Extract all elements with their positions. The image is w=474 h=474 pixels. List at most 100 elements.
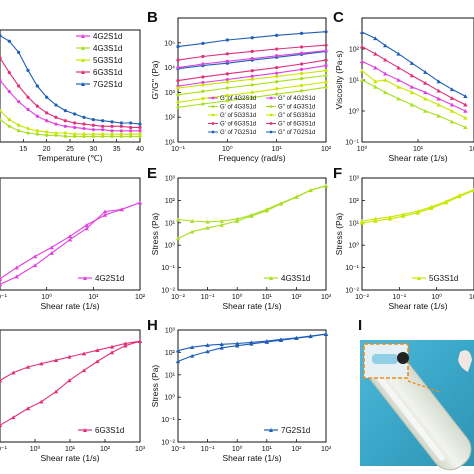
data-point [138,132,142,136]
data-point [129,125,133,130]
data-point [175,348,181,353]
data-point [463,125,468,130]
data-point [26,131,30,135]
panel-c-ylabel: Viscosity (Pa·s) [334,50,344,109]
legend-label: G'' of 5G3S1d [278,113,315,119]
data-point [123,343,128,348]
data-point [110,134,114,138]
x-tick-label: 15 [19,146,27,153]
panel-b-ylabel: G'/G'' (Pa) [150,60,160,99]
data-point [189,229,195,234]
panel-d: 10⁻¹ 10⁰ 10¹ 10² 4G2S1d Shear rate (1/s) [0,177,146,311]
y-tick-label: 10¹ [165,220,176,227]
panel-f-ylabel: Stress (Pa) [334,213,344,256]
x-tick-label: 35 [113,146,121,153]
data-point [101,124,105,128]
panel-b-ticks: 10⁻¹ 10⁰ 10¹ 10² 10¹ 10² 10³ 10⁴ 10⁵ [164,40,332,153]
series-line [362,189,474,222]
series-line [0,35,140,125]
data-point [299,71,304,76]
legend-marker [81,70,85,74]
data-point [91,118,95,122]
data-point [91,132,95,136]
panel-letter-b: B [147,9,158,26]
legend-label: G' of 5G3S1d [220,113,256,119]
panel-g-series [0,339,143,427]
x-tick-label: 10⁰ [222,145,233,153]
series-line [362,70,466,119]
x-tick-label: 10³ [135,446,146,453]
data-point [25,364,31,369]
data-point [73,121,77,125]
data-point [359,219,365,223]
x-tick-label: 10² [135,294,146,301]
x-tick-label: 10¹ [413,146,424,153]
series-line [362,31,466,97]
y-tick-label: 10⁻² [161,440,175,447]
legend-label: G'' of 4G2S1d [278,96,315,102]
data-point [129,134,133,138]
data-point [7,118,11,122]
data-point [129,132,133,136]
data-point [81,351,87,356]
panel-f-series [359,187,474,225]
data-point [54,103,58,107]
series-line [362,46,466,106]
y-tick-label: 10⁻¹ [345,140,359,147]
data-point [67,234,73,239]
y-tick-label: 10¹ [349,78,360,85]
data-point [278,201,284,205]
panel-d-series [0,200,143,287]
y-tick-label: 10² [349,198,360,205]
data-point [373,216,378,221]
data-point [299,83,304,88]
data-point [205,225,210,230]
data-point [39,361,44,366]
panel-e-ylabel: Stress (Pa) [150,213,160,256]
data-point [225,38,229,42]
panel-letter-i: I [358,317,362,334]
data-point [275,71,279,75]
panel-f-legend: 5G3S1d [412,274,458,283]
data-point [123,341,128,346]
data-point [54,115,58,119]
data-point [110,129,114,133]
legend-label: 4G3S1d [281,274,310,283]
data-point [0,282,3,287]
y-tick-label: 10⁻² [161,288,175,295]
data-point [373,79,378,84]
data-point [82,126,86,131]
panel-g-ticks: 10⁻¹ 10⁰ 10¹ 10² 10³ [0,439,146,453]
data-point [463,109,468,113]
y-tick-label: 10⁰ [164,242,175,250]
data-point [396,65,401,70]
y-tick-label: 10⁵ [164,40,175,47]
data-point [373,84,378,89]
data-point [436,96,441,101]
data-point [176,93,180,97]
data-point [387,215,393,219]
data-point [73,134,77,138]
data-point [225,77,229,82]
data-point [383,43,388,48]
data-point [73,132,77,136]
x-tick-label: 10⁰ [232,445,243,453]
data-point [324,80,328,84]
data-point [17,123,21,127]
panel-a-xlabel: Temperature (℃) [37,153,102,163]
data-point [225,93,229,98]
data-point [415,209,421,213]
data-point [45,95,49,99]
data-point [383,90,388,95]
data-point [249,213,254,217]
panel-f-plot-frame [361,177,474,291]
x-tick-label: 25 [66,146,74,153]
data-point [443,199,449,204]
legend-label: G'' of 4G3S1d [278,105,315,111]
y-tick-label: 10³ [165,328,176,335]
panel-h: H 10⁻² 10⁻¹ 10⁰ 10¹ 10² 10³10⁻²10⁻¹10⁰10¹10²1… [147,317,332,463]
data-point [109,344,115,349]
legend-label: G' of 6G3S1d [220,122,256,128]
inset-cap [397,352,409,364]
